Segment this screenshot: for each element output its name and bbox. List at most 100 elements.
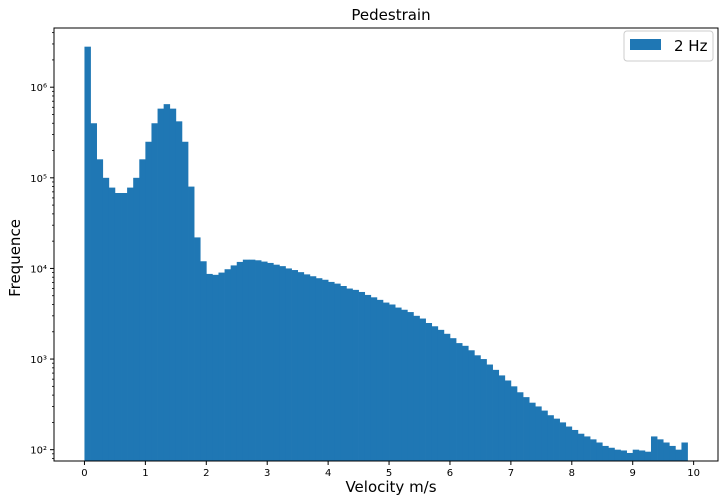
- histogram-bar: [139, 159, 146, 461]
- histogram-bar: [376, 299, 384, 461]
- histogram-bar: [504, 380, 512, 461]
- plot-area: [53, 27, 719, 462]
- histogram-bar: [261, 261, 268, 461]
- legend-box: [623, 30, 714, 62]
- histogram-bar: [474, 355, 481, 461]
- histogram-bar: [516, 392, 524, 461]
- histogram-bar: [559, 422, 567, 461]
- histogram-bar: [169, 108, 177, 462]
- histogram-bar: [370, 297, 378, 461]
- histogram-bar: [681, 442, 688, 461]
- histogram-bar: [200, 261, 207, 461]
- histogram-bar: [577, 433, 585, 461]
- histogram-bar: [279, 266, 286, 461]
- histogram-bar: [297, 272, 305, 461]
- y-tick-label: 10³: [30, 355, 47, 366]
- histogram-bar: [614, 449, 621, 461]
- histogram-bar: [541, 410, 548, 461]
- x-tick-label: 10: [687, 468, 700, 479]
- histogram-bar: [632, 449, 640, 461]
- histogram-bar: [425, 322, 433, 461]
- y-tick-label: 10²: [30, 446, 47, 457]
- histogram-bar: [486, 364, 493, 461]
- chart-title: Pedestrain: [351, 6, 430, 24]
- histogram-bar: [419, 318, 426, 461]
- histogram-bar: [602, 445, 609, 461]
- x-tick-label: 0: [81, 468, 87, 479]
- histogram-bar: [443, 333, 451, 461]
- histogram-bars: [84, 46, 688, 462]
- histogram-bar: [108, 187, 116, 462]
- histogram-bar: [590, 439, 597, 461]
- histogram-bar: [571, 429, 579, 461]
- histogram-bar: [352, 289, 359, 461]
- histogram-bar: [218, 272, 225, 461]
- histogram-bar: [188, 186, 195, 462]
- x-tick-label: 7: [508, 468, 514, 479]
- histogram-bar: [431, 326, 439, 461]
- histogram-bar: [413, 315, 420, 461]
- histogram-bar: [608, 447, 615, 461]
- histogram-bar: [273, 264, 280, 461]
- histogram-bar: [462, 345, 469, 461]
- histogram-bar: [401, 309, 408, 461]
- histogram-bar: [650, 436, 658, 461]
- histogram-bar: [364, 294, 372, 461]
- histogram-bar: [437, 329, 445, 461]
- x-tick-label: 9: [630, 468, 636, 479]
- histogram-bar: [638, 450, 646, 461]
- histogram-bar: [407, 312, 414, 461]
- histogram-bar: [102, 177, 110, 461]
- histogram-bar: [523, 397, 530, 461]
- histogram-bar: [620, 450, 627, 461]
- histogram-bar: [395, 307, 402, 461]
- x-tick-label: 4: [325, 468, 331, 479]
- histogram-bar: [553, 418, 560, 461]
- x-tick-label: 1: [142, 468, 148, 479]
- x-axis-label: Velocity m/s: [345, 478, 436, 496]
- histogram-bar: [334, 283, 341, 461]
- histogram-bar: [669, 445, 676, 461]
- histogram-bar: [468, 350, 475, 461]
- histogram-bar: [358, 291, 366, 461]
- histogram-bar: [565, 426, 573, 461]
- histogram-bar: [285, 268, 292, 461]
- histogram-bar: [346, 288, 353, 461]
- y-tick-label: 10⁶: [30, 83, 47, 94]
- histogram-bar: [291, 270, 299, 461]
- histogram-bar: [90, 123, 97, 461]
- x-tick-label: 8: [569, 468, 575, 479]
- y-axis-label: Frequence: [6, 219, 24, 297]
- plot-frame: [53, 27, 719, 462]
- histogram-bar: [212, 274, 219, 461]
- histogram-bar: [242, 259, 250, 461]
- histogram-bar: [181, 141, 189, 461]
- histogram-bar: [309, 276, 317, 461]
- histogram-bar: [145, 141, 152, 461]
- histogram-bar: [657, 439, 664, 461]
- histogram-bar: [315, 278, 323, 461]
- legend-label: 2 Hz: [674, 37, 708, 55]
- x-tick-label: 5: [386, 468, 392, 479]
- histogram-bar: [644, 451, 652, 461]
- histogram-bar: [194, 237, 201, 461]
- histogram-bar: [340, 286, 347, 461]
- histogram-bar: [510, 386, 518, 461]
- histogram-bar: [382, 302, 390, 461]
- histogram-bar: [224, 269, 232, 461]
- histogram-bar: [626, 452, 634, 461]
- histogram-bar: [498, 375, 506, 461]
- histogram-bar: [535, 406, 542, 461]
- y-tick-label: 10⁵: [30, 174, 47, 185]
- histogram-bar: [255, 260, 262, 461]
- histogram-bar: [151, 123, 158, 461]
- histogram-bar: [675, 449, 682, 461]
- histogram-bar: [133, 177, 140, 461]
- y-axis: 10² 10³ 10⁴ 10⁵ 10⁶: [30, 32, 54, 459]
- histogram-bar: [663, 442, 670, 461]
- x-tick-label: 3: [264, 468, 270, 479]
- histogram-bar: [163, 104, 171, 462]
- histogram-bar: [248, 259, 256, 461]
- histogram-bar: [230, 265, 238, 461]
